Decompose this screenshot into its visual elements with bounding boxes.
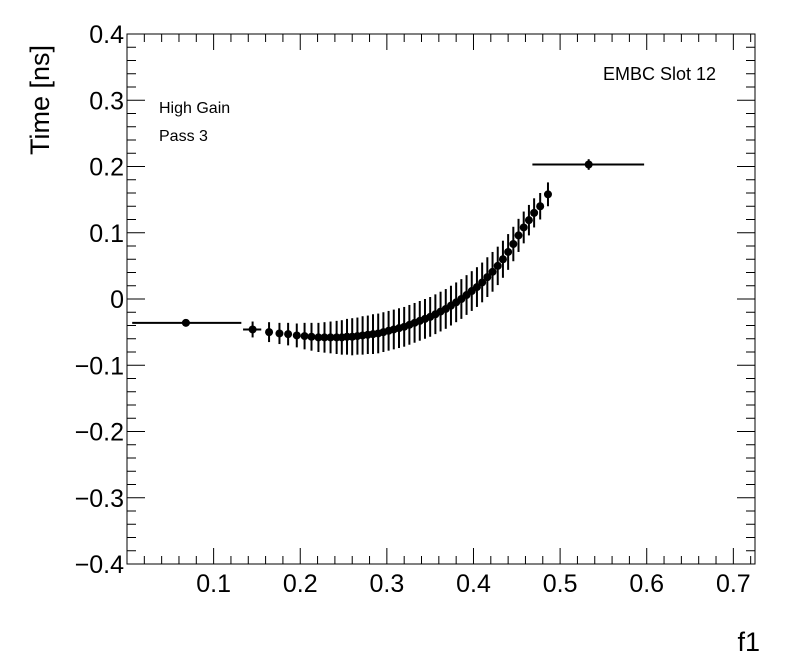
- data-point: [275, 322, 284, 345]
- x-tick-label: 0.6: [629, 570, 664, 598]
- point-marker: [493, 261, 502, 270]
- data-point: [514, 218, 523, 252]
- pass-annotation: Pass 3: [159, 128, 208, 145]
- data-point: [265, 322, 274, 343]
- point-marker: [326, 333, 335, 342]
- data-point: [292, 323, 301, 348]
- data-point: [243, 321, 262, 338]
- point-marker: [284, 330, 293, 339]
- y-tick-label: 0.1: [89, 220, 124, 248]
- point-marker: [472, 283, 481, 292]
- y-tick-label: −0.3: [75, 485, 124, 513]
- slot-annotation: EMBC Slot 12: [603, 64, 716, 84]
- y-tick-label: 0.4: [89, 21, 124, 49]
- point-marker: [498, 255, 507, 264]
- x-tick-label: 0.7: [716, 570, 751, 598]
- point-marker: [519, 223, 528, 232]
- data-point: [284, 322, 293, 346]
- point-marker: [275, 329, 284, 338]
- point-marker: [314, 333, 323, 342]
- x-tick-label: 0.1: [196, 570, 231, 598]
- data-point: [519, 211, 528, 244]
- data-point: [132, 318, 242, 327]
- data-point: [536, 193, 545, 220]
- data-point: [524, 204, 533, 236]
- point-marker: [300, 332, 309, 341]
- y-tick-label: 0: [110, 286, 124, 314]
- point-marker: [488, 267, 497, 276]
- x-tick-label: 0.5: [543, 570, 578, 598]
- data-point: [498, 240, 507, 278]
- data-point: [320, 322, 329, 353]
- point-marker: [530, 208, 539, 217]
- point-marker: [181, 318, 190, 327]
- point-marker: [509, 240, 518, 249]
- point-marker: [292, 331, 301, 340]
- y-axis-title: Time [ns]: [25, 45, 55, 155]
- axis-tick-labels: 0.1 0.2 0.3 0.4 0.5 0.6 0.7 −0.4 −0.3 −0.2 −0.1 0 0.…: [75, 21, 751, 598]
- data-point: [493, 246, 502, 286]
- data-point: [300, 322, 309, 350]
- point-marker: [265, 328, 274, 337]
- point-marker: [514, 231, 523, 240]
- data-point: [532, 159, 645, 170]
- data-point: [530, 198, 539, 228]
- point-marker: [320, 333, 329, 342]
- x-tick-label: 0.2: [283, 570, 318, 598]
- axis-ticks: [127, 33, 755, 565]
- point-marker: [543, 190, 552, 199]
- x-tick-label: 0.4: [456, 570, 491, 598]
- y-tick-label: 0.3: [89, 87, 124, 115]
- y-tick-label: 0.2: [89, 154, 124, 182]
- y-tick-label: −0.1: [75, 352, 124, 380]
- gain-annotation: High Gain: [159, 100, 230, 117]
- data-points: [132, 159, 645, 356]
- y-tick-label: −0.4: [75, 551, 124, 579]
- data-point: [488, 251, 497, 292]
- point-marker: [248, 325, 257, 334]
- point-marker: [584, 160, 593, 169]
- data-point: [509, 226, 518, 262]
- point-marker: [483, 273, 492, 282]
- data-point: [326, 321, 335, 354]
- point-marker: [524, 216, 533, 225]
- data-point: [543, 182, 552, 207]
- point-marker: [307, 332, 316, 341]
- data-point: [504, 234, 513, 270]
- point-marker: [478, 278, 487, 287]
- data-point: [478, 262, 487, 303]
- data-point: [472, 267, 481, 307]
- data-point: [483, 257, 492, 298]
- x-axis-title: f1: [737, 627, 760, 657]
- y-tick-label: −0.2: [75, 419, 124, 447]
- data-point: [314, 322, 323, 352]
- x-tick-label: 0.3: [369, 570, 404, 598]
- point-marker: [536, 202, 545, 211]
- data-point: [307, 322, 316, 351]
- point-marker: [504, 247, 513, 256]
